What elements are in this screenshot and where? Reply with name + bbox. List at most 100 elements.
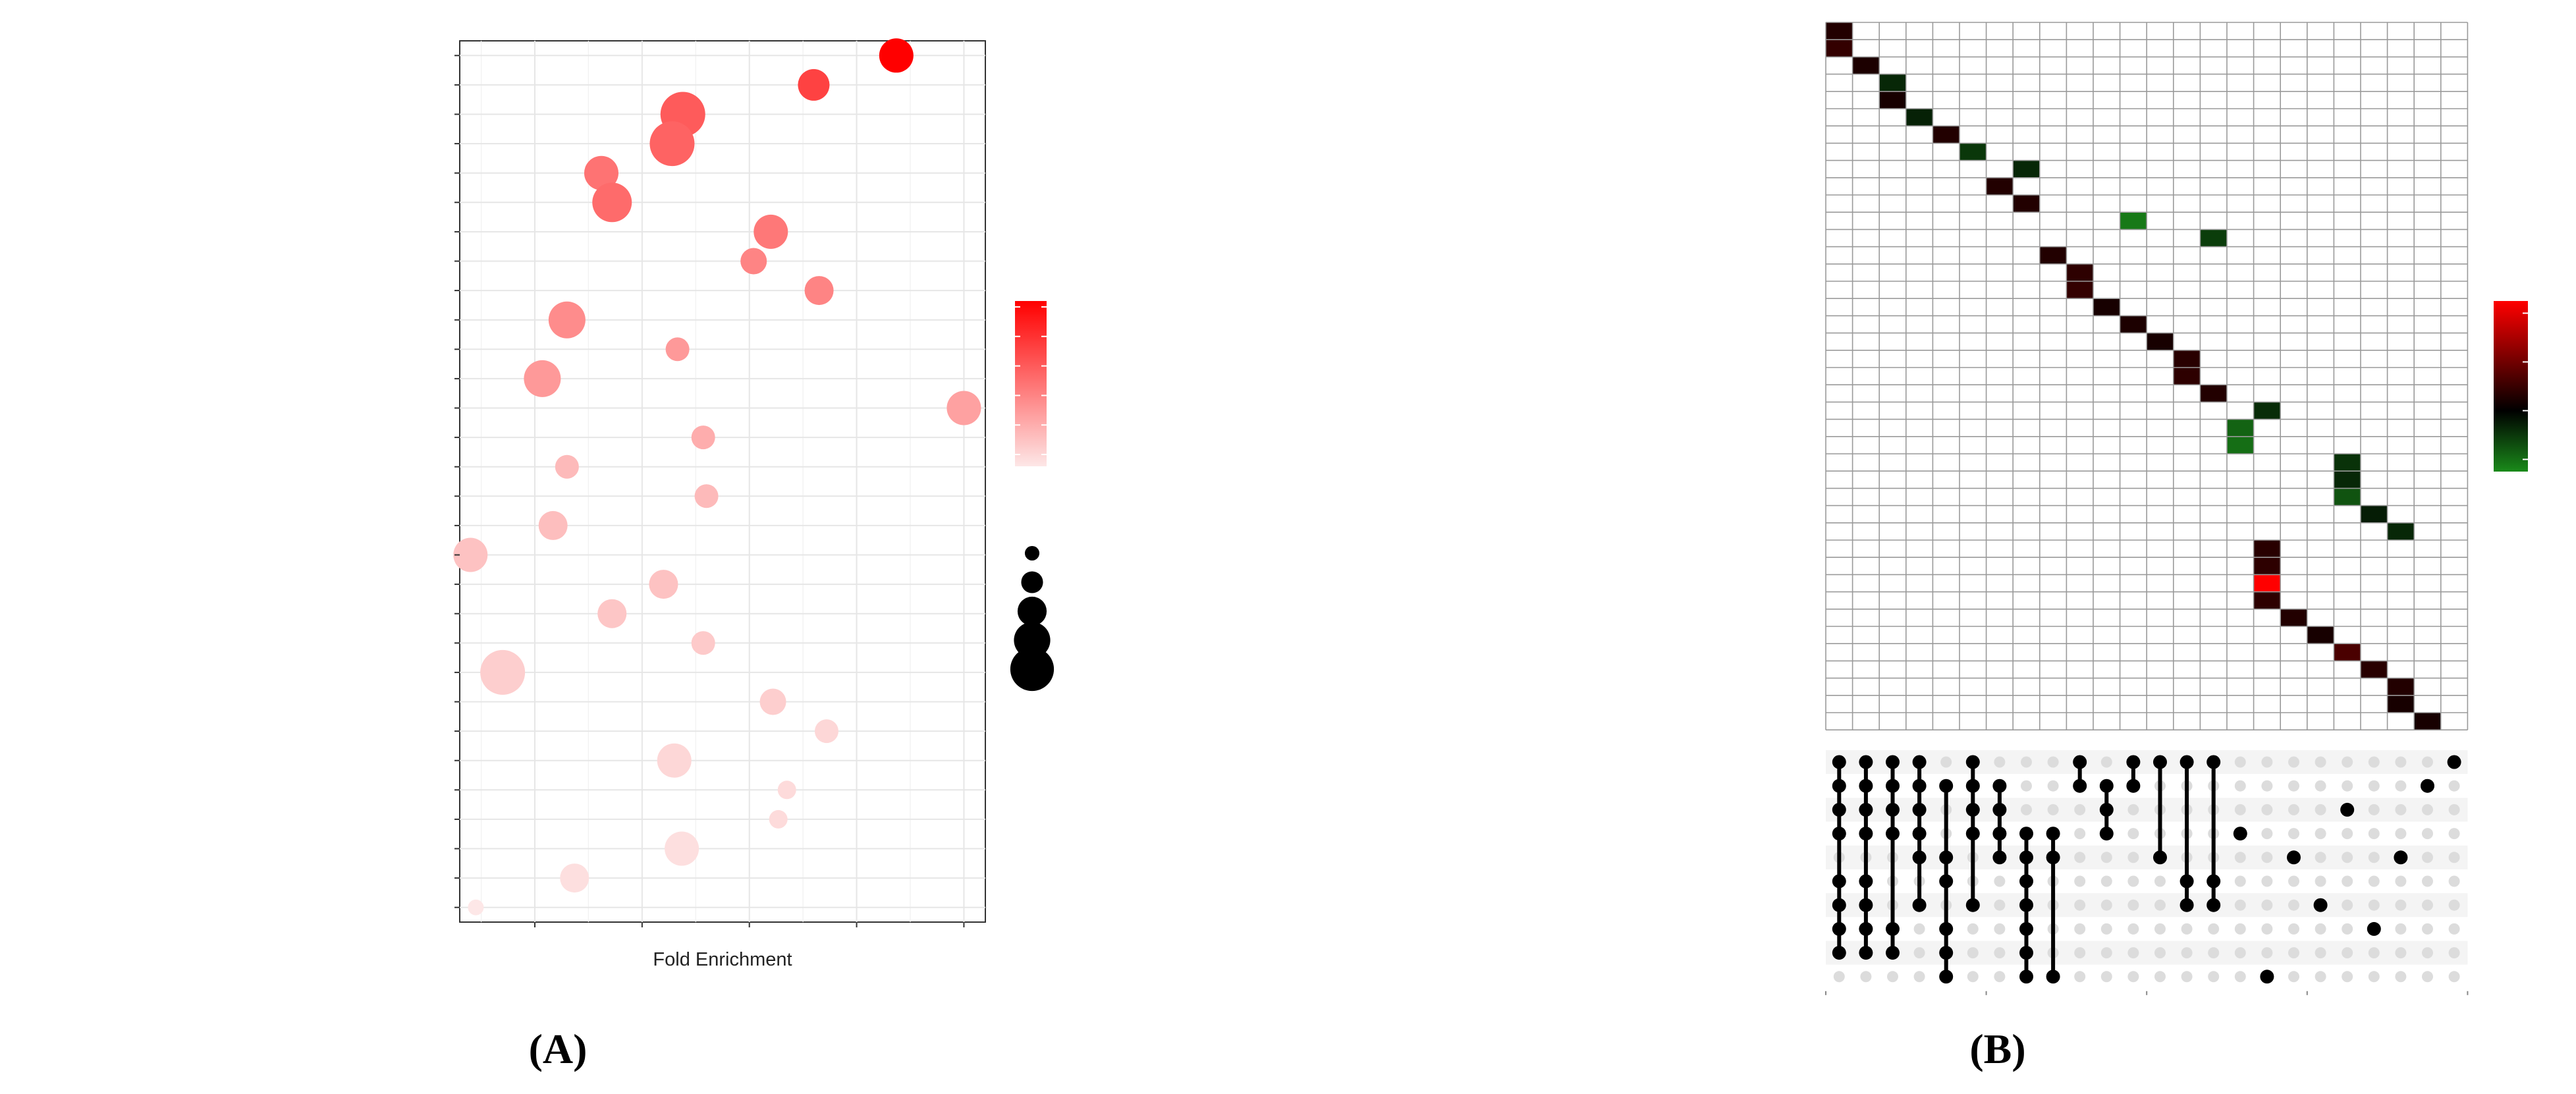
matrix-dot-empty xyxy=(2234,899,2246,911)
bubble-point xyxy=(649,570,678,599)
matrix-dot-empty xyxy=(2127,804,2139,815)
matrix-dot-filled xyxy=(2367,921,2381,936)
matrix-dot-empty xyxy=(2315,875,2326,887)
matrix-dot-empty xyxy=(2074,971,2086,983)
matrix-dot-empty xyxy=(2288,947,2299,959)
matrix-dot-empty xyxy=(2127,875,2139,887)
matrix-dot-empty xyxy=(1940,756,1952,768)
matrix-dot-empty xyxy=(2074,828,2086,840)
heatmap-cell xyxy=(2066,263,2093,281)
heatmap-cell xyxy=(2253,557,2281,575)
matrix-dot-filled xyxy=(2394,850,2408,865)
bubble-point xyxy=(754,214,788,249)
matrix-dot-empty xyxy=(2315,971,2326,983)
heatmap-cell xyxy=(2039,246,2067,264)
matrix-dot-empty xyxy=(2074,804,2086,815)
color-bar xyxy=(1015,301,1047,466)
matrix-dot-filled xyxy=(2046,850,2060,865)
heatmap-cell xyxy=(2387,678,2415,696)
matrix-dot-filled xyxy=(2179,755,2194,769)
matrix-dot-empty xyxy=(2342,780,2353,792)
matrix-dot-empty xyxy=(2422,923,2433,935)
upset-heatmap-panel xyxy=(1825,22,2528,995)
matrix-dot-empty xyxy=(2422,852,2433,863)
matrix-dot-empty xyxy=(2315,947,2326,959)
matrix-dot-filled xyxy=(2046,970,2060,984)
matrix-dot-empty xyxy=(2234,923,2246,935)
matrix-dot-empty xyxy=(2288,828,2299,840)
matrix-dot-empty xyxy=(2261,923,2273,935)
matrix-dot-filled xyxy=(1832,921,1846,936)
matrix-dot-empty xyxy=(1994,899,2006,911)
matrix-dot-empty xyxy=(2074,875,2086,887)
matrix-dot-empty xyxy=(2154,971,2166,983)
matrix-dot-empty xyxy=(2288,971,2299,983)
bubble-point xyxy=(804,276,834,306)
matrix-dot-filled xyxy=(2153,755,2167,769)
pathway-membership-matrix xyxy=(1825,750,2469,995)
matrix-dot-empty xyxy=(2261,828,2273,840)
matrix-row-band xyxy=(1826,845,2468,869)
matrix-dot-filled xyxy=(1859,946,1873,960)
matrix-dot-empty xyxy=(2342,899,2353,911)
matrix-dot-empty xyxy=(2234,780,2246,792)
matrix-dot-empty xyxy=(2047,804,2059,815)
matrix-dot-filled xyxy=(2206,874,2221,889)
matrix-dot-empty xyxy=(1994,923,2006,935)
matrix-dot-empty xyxy=(2368,947,2380,959)
bubble-point xyxy=(657,743,692,778)
bubble-chart-panel: Fold Enrichment xyxy=(453,38,1055,970)
matrix-dot-empty xyxy=(2422,875,2433,887)
matrix-dot-empty xyxy=(2181,923,2193,935)
matrix-dot-empty xyxy=(2315,756,2326,768)
matrix-dot-filled xyxy=(1886,921,1900,936)
matrix-dot-filled xyxy=(2421,779,2434,793)
heatmap-cell xyxy=(2414,713,2441,730)
heatmap-cell xyxy=(1826,22,1853,40)
panel-a-label: (A) xyxy=(529,1026,588,1072)
matrix-dot-empty xyxy=(2395,828,2407,840)
bubble-point xyxy=(548,301,586,339)
matrix-dot-filled xyxy=(1859,827,1873,841)
matrix-dot-filled xyxy=(2019,850,2033,865)
heatmap-cell xyxy=(2227,419,2254,437)
matrix-dot-empty xyxy=(2315,804,2326,815)
bubble-point xyxy=(665,337,690,362)
matrix-dot-filled xyxy=(1965,779,1980,793)
matrix-dot-empty xyxy=(2234,804,2246,815)
matrix-dot-filled xyxy=(1939,970,1954,984)
bubble-point xyxy=(649,121,695,167)
heatmap-cell xyxy=(2334,643,2361,661)
bubble-plot-area xyxy=(459,40,986,923)
matrix-dot-filled xyxy=(2126,779,2141,793)
bubble-point xyxy=(694,484,719,508)
bubble-point xyxy=(453,537,488,572)
bubble-point xyxy=(777,780,796,800)
matrix-dot-empty xyxy=(2448,780,2460,792)
matrix-row-band xyxy=(1826,798,2468,822)
bubble-grid xyxy=(460,41,985,922)
heatmap-cell xyxy=(2066,281,2093,299)
matrix-dot-empty xyxy=(2368,971,2380,983)
matrix-dot-filled xyxy=(2179,898,2194,912)
matrix-dot-filled xyxy=(2019,827,2033,841)
heatmap-cell xyxy=(2334,471,2361,489)
matrix-dot-filled xyxy=(1832,779,1846,793)
matrix-dot-empty xyxy=(2100,923,2112,935)
matrix-dot-empty xyxy=(2234,875,2246,887)
matrix-dot-empty xyxy=(2021,780,2032,792)
matrix-dot-empty xyxy=(1887,971,1898,983)
matrix-dot-empty xyxy=(2261,899,2273,911)
matrix-dot-empty xyxy=(2127,899,2139,911)
matrix-dot-filled xyxy=(1965,802,1980,817)
matrix-dot-filled xyxy=(2019,874,2033,889)
matrix-dot-filled xyxy=(2206,898,2221,912)
matrix-dot-empty xyxy=(2127,947,2139,959)
matrix-dot-filled xyxy=(2099,779,2114,793)
matrix-dot-empty xyxy=(2448,923,2460,935)
heatmap-cell xyxy=(2361,661,2388,678)
x-axis-ticks xyxy=(534,922,965,927)
matrix-dot-filled xyxy=(2099,827,2114,841)
matrix-dot-filled xyxy=(2099,802,2114,817)
matrix-dot-empty xyxy=(2395,971,2407,983)
